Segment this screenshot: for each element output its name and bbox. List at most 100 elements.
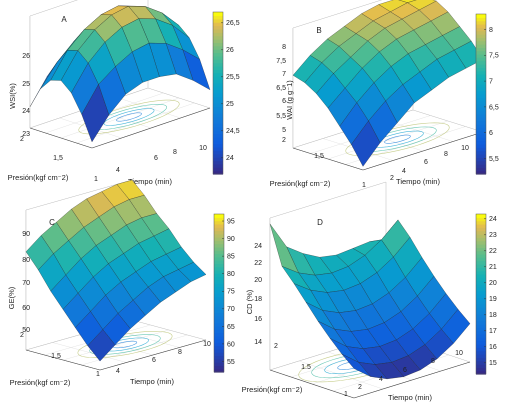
x-axis-line (353, 361, 471, 399)
panel-letter: D (317, 218, 323, 227)
colorbar-swatch (213, 93, 223, 97)
z-tick-label: 23 (22, 131, 30, 138)
colorbar: 24 24,5 25 25,5 26 26,5 (212, 11, 240, 175)
colorbar-swatch (476, 67, 486, 72)
colorbar-swatch (214, 299, 224, 304)
colorbar-tick-label: 6 (489, 130, 493, 137)
colorbar-swatch (214, 243, 224, 248)
colorbar-swatch (213, 18, 223, 23)
colorbar-swatch (476, 247, 486, 252)
x-axis-label: Tiempo (min) (128, 177, 172, 186)
colorbar-swatch (476, 314, 486, 318)
colorbar-swatch (476, 104, 486, 108)
colorbar-tick-label: 21 (489, 264, 497, 271)
colorbar-swatch (476, 57, 486, 62)
colorbar-swatch (476, 217, 486, 222)
y-tick-label: 1 (344, 391, 348, 398)
colorbar-swatch (213, 116, 223, 121)
colorbar-swatch (476, 54, 486, 58)
colorbar-swatch (476, 294, 486, 298)
colorbar-swatch (214, 316, 224, 320)
colorbar-tick-label: 5,5 (489, 156, 499, 163)
z-axis-label: WSI(%) (8, 83, 17, 109)
z-axis-label: CD (%) (245, 289, 254, 314)
colorbar-swatch (214, 352, 224, 357)
colorbar-swatch (213, 55, 223, 60)
colorbar-tick-label: 20 (489, 280, 497, 287)
y-axis-line (25, 349, 101, 371)
colorbar-swatch (476, 17, 486, 22)
colorbar-swatch (213, 163, 223, 168)
colorbar-swatch (476, 124, 486, 128)
colorbar-swatch (214, 250, 224, 255)
z-tick-label: 6 (282, 98, 286, 105)
colorbar-swatch (476, 244, 486, 248)
colorbar-swatch (476, 234, 486, 238)
colorbar-tick-label: 25,5 (226, 74, 240, 81)
colorbar-swatch (476, 34, 486, 38)
colorbar-swatch (476, 97, 486, 102)
colorbar-tick-label: 17 (489, 328, 497, 335)
colorbar-swatch (476, 257, 486, 262)
colorbar-swatch (476, 27, 486, 32)
colorbar-swatch (476, 214, 486, 218)
colorbar-swatch (476, 107, 486, 112)
x-axis-label: Tiempo (min) (396, 177, 440, 186)
colorbar-swatch (476, 77, 486, 82)
x-axis-label: Tiempo (min) (388, 393, 432, 402)
colorbar-swatch (476, 60, 486, 65)
colorbar-swatch (214, 286, 224, 291)
colorbar-swatch (213, 25, 223, 30)
y-tick-label: 1,5 (314, 153, 324, 160)
colorbar-swatch (213, 167, 223, 172)
colorbar-swatch (476, 47, 486, 52)
surface-mesh (269, 219, 471, 380)
colorbar-swatch (476, 117, 486, 122)
x-tick-label: 2 (390, 175, 394, 182)
colorbar-swatch (214, 329, 224, 334)
colorbar-swatch (214, 227, 224, 232)
x-tick-label: 10 (455, 350, 463, 357)
colorbar-swatch (214, 214, 224, 218)
floor-contour (89, 334, 161, 355)
colorbar-swatch (476, 260, 486, 265)
floor-gridline (60, 97, 180, 139)
colorbar-swatch (213, 15, 223, 20)
colorbar-swatch (476, 74, 486, 78)
colorbar-tick-label: 85 (227, 254, 235, 261)
floor-gridline (327, 120, 449, 160)
colorbar-swatch (214, 223, 224, 228)
colorbar-swatch (476, 37, 486, 42)
colorbar-swatch (476, 310, 486, 315)
colorbar-swatch (214, 217, 224, 222)
x-axis-line (99, 339, 207, 371)
colorbar-swatch (476, 154, 486, 158)
colorbar-swatch (476, 254, 486, 258)
colorbar-swatch (476, 127, 486, 132)
colorbar-swatch (213, 133, 223, 138)
colorbar-frame (475, 13, 487, 175)
panel-b: 2 4 6 8 10 1 1,5 2 5 5,5 6 6,5 7 7,5 8 Tiempo (min) Pres… (270, 0, 499, 189)
colorbar-swatch (476, 40, 486, 45)
z-tick-label: 80 (22, 257, 30, 264)
y-axis-label: Presión(kgf cm⁻2) (270, 179, 331, 188)
colorbar-swatch (214, 319, 224, 324)
colorbar-swatch (213, 99, 223, 104)
colorbar-tick-label: 8 (489, 27, 493, 34)
colorbar-swatch (213, 150, 223, 155)
y-tick-label: 2 (20, 332, 24, 339)
surface-patch (351, 120, 381, 167)
colorbar-swatch (213, 62, 223, 67)
z-tick-label: 70 (22, 280, 30, 287)
z-tick-label: 20 (254, 277, 262, 284)
colorbar-swatch (476, 307, 486, 312)
surface-mesh (25, 179, 207, 362)
colorbar-swatch (213, 89, 223, 94)
colorbar-tick-label: 7,5 (489, 53, 499, 60)
colorbar-swatch (214, 302, 224, 307)
colorbar-swatch (214, 322, 224, 327)
colorbar-swatch (214, 312, 224, 317)
z-tick-label: 8 (282, 44, 286, 51)
x-tick-label: 4 (116, 167, 120, 174)
